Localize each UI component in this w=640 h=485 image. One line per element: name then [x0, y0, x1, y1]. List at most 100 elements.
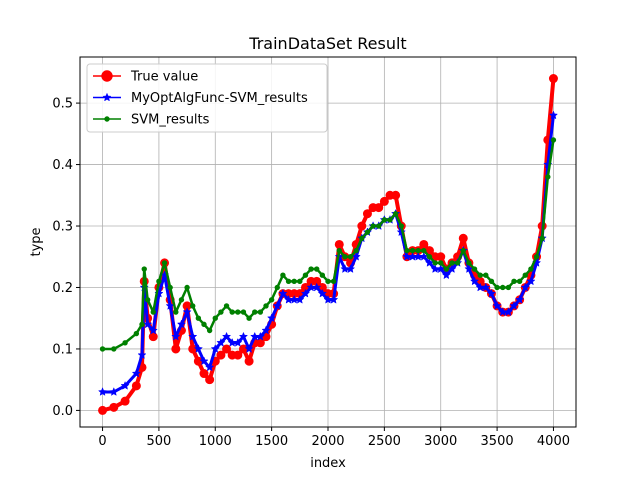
data-point [515, 294, 525, 304]
data-point [466, 260, 472, 266]
y-tick-label: 0.2 [52, 281, 73, 296]
data-point [111, 346, 117, 352]
data-point [206, 327, 213, 334]
x-tick-label: 0 [98, 434, 106, 449]
data-point [336, 247, 342, 254]
y-tick-label: 0.3 [52, 220, 73, 235]
legend: True value MyOptAlgFunc-SVM_results SVM_re… [86, 63, 328, 133]
data-point [141, 266, 147, 272]
data-point [199, 356, 209, 366]
data-point [486, 288, 497, 298]
axis-ticks: 0 500 1000 1500 2000 2500 3000 3500 4000 0.0 0.1 0.… [52, 97, 570, 449]
data-point [308, 266, 314, 272]
x-tick-label: 1000 [199, 434, 232, 449]
data-point [104, 116, 110, 122]
data-point [364, 229, 371, 235]
data-point [516, 278, 523, 285]
data-point [285, 278, 292, 285]
x-tick-label: 3000 [424, 434, 457, 449]
data-point [432, 260, 438, 266]
data-point [144, 297, 151, 303]
data-point [268, 297, 275, 303]
data-point [176, 319, 187, 329]
data-point [392, 211, 399, 217]
data-point [120, 396, 130, 406]
data-point [469, 276, 480, 286]
data-point [195, 315, 202, 321]
data-point [244, 344, 254, 353]
data-point [167, 284, 173, 291]
legend-entry: True value [93, 70, 198, 85]
data-point [539, 235, 545, 242]
data-point [345, 264, 356, 273]
data-point [143, 319, 153, 329]
legend-box [86, 63, 328, 133]
data-point [404, 247, 410, 254]
data-point [263, 303, 269, 309]
data-point [255, 331, 265, 341]
data-point [278, 288, 288, 298]
data-point [334, 239, 344, 249]
data-point [477, 272, 483, 278]
data-point [483, 272, 489, 278]
data-point [387, 217, 393, 223]
data-point [359, 235, 365, 242]
data-point [280, 272, 286, 278]
data-point [379, 196, 389, 206]
data-point [156, 278, 162, 285]
x-tick-label: 2000 [311, 434, 344, 449]
x-tick-label: 1500 [255, 434, 288, 449]
y-axis-label: type [29, 227, 44, 256]
data-point [520, 282, 530, 292]
data-point [438, 260, 444, 266]
data-point [274, 284, 280, 291]
y-tick-label: 0.4 [52, 158, 73, 173]
data-point [122, 340, 128, 346]
legend-label: SVM_results [131, 113, 210, 128]
data-point [500, 284, 506, 291]
data-point [494, 284, 500, 291]
data-point [488, 278, 495, 285]
data-point [261, 325, 271, 335]
data-point [330, 278, 337, 285]
data-point [319, 272, 326, 278]
data-point [317, 288, 327, 298]
data-point [528, 266, 534, 272]
data-point [235, 309, 241, 315]
data-point [184, 284, 190, 291]
x-tick-label: 4000 [537, 434, 570, 449]
data-point [436, 252, 446, 262]
data-point [148, 332, 158, 342]
data-point [357, 221, 367, 231]
data-point [325, 278, 331, 285]
data-point [362, 209, 372, 219]
data-point [205, 362, 215, 372]
data-point [178, 297, 185, 303]
data-point [492, 301, 502, 310]
data-point [342, 254, 348, 260]
data-point [193, 344, 203, 353]
data-point [314, 266, 320, 272]
data-point [148, 325, 158, 335]
data-point [257, 309, 264, 315]
x-axis-label: index [310, 456, 346, 471]
data-point [212, 315, 218, 321]
data-point [503, 307, 513, 316]
data-point [548, 74, 558, 84]
data-point [353, 247, 359, 254]
data-point [190, 303, 196, 309]
data-point [376, 223, 382, 229]
data-point [426, 254, 433, 260]
data-point [458, 233, 468, 243]
data-point [421, 247, 427, 254]
data-point [161, 260, 168, 266]
y-tick-label: 0.5 [52, 97, 73, 112]
data-point [370, 223, 376, 229]
data-point [329, 294, 339, 304]
data-point [101, 70, 113, 82]
data-point [391, 190, 401, 200]
data-point [173, 309, 179, 315]
legend-entry: SVM_results [93, 113, 210, 128]
data-point [471, 266, 478, 272]
data-point [102, 92, 112, 102]
